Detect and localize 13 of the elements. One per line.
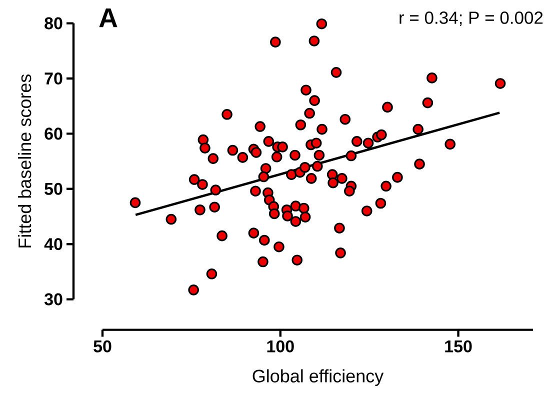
- x-tick-label: 50: [94, 340, 112, 352]
- y-tick-label: 70: [44, 72, 62, 85]
- y-tick-label: 40: [44, 238, 62, 250]
- chart-title: A: [99, 8, 118, 28]
- y-tick-label: 30: [44, 293, 62, 306]
- y-tick-label: 80: [44, 17, 62, 30]
- x-axis-title: Global efficiency: [252, 369, 384, 386]
- x-tick-label: 100: [267, 340, 294, 352]
- y-tick-label: 60: [44, 128, 62, 140]
- y-axis-title: Fitted baseline scores: [18, 74, 32, 248]
- y-tick-label: 50: [44, 182, 62, 195]
- annotation: r = 0.34; P = 0.002: [400, 12, 543, 26]
- x-tick-label: 150: [445, 340, 472, 352]
